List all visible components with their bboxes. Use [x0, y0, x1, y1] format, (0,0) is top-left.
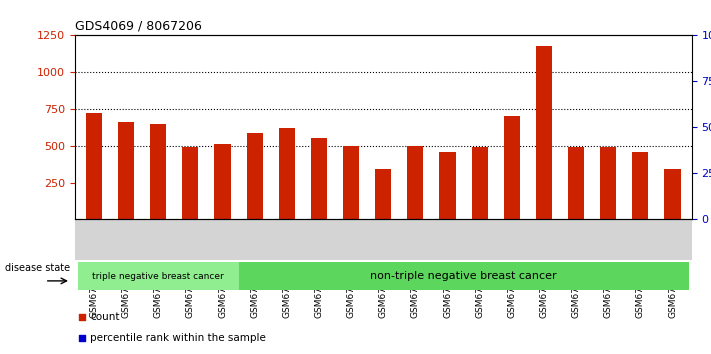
Text: GDS4069 / 8067206: GDS4069 / 8067206	[75, 20, 201, 33]
Bar	[471, 147, 488, 219]
Bar	[407, 146, 424, 219]
Text: disease state: disease state	[5, 263, 70, 273]
Bar	[375, 169, 391, 219]
Bar	[182, 147, 198, 219]
Bar	[568, 147, 584, 219]
Bar	[343, 146, 359, 219]
Bar	[247, 133, 262, 219]
Bar	[536, 46, 552, 219]
FancyBboxPatch shape	[239, 262, 688, 290]
Point	[76, 314, 87, 320]
Text: triple negative breast cancer: triple negative breast cancer	[92, 272, 224, 281]
Point	[76, 335, 87, 341]
Bar	[215, 144, 230, 219]
Text: percentile rank within the sample: percentile rank within the sample	[90, 332, 266, 343]
Bar	[118, 122, 134, 219]
Bar	[311, 138, 327, 219]
Text: count: count	[90, 312, 119, 322]
Bar	[439, 153, 456, 219]
Bar	[504, 116, 520, 219]
Text: non-triple negative breast cancer: non-triple negative breast cancer	[370, 271, 557, 281]
Bar	[632, 153, 648, 219]
Bar	[600, 147, 616, 219]
Bar	[86, 113, 102, 219]
Bar	[150, 124, 166, 219]
Bar	[279, 128, 295, 219]
Bar	[665, 169, 680, 219]
FancyBboxPatch shape	[78, 262, 239, 290]
